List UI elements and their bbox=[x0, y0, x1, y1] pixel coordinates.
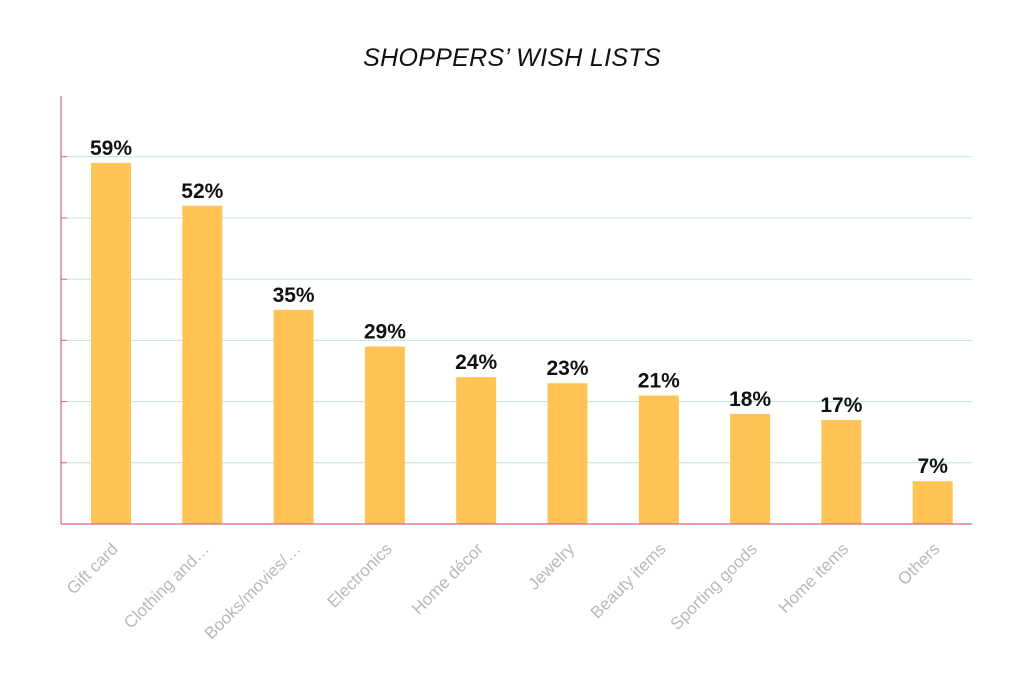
value-labels: 59% 52% 35% 29% 24% 23% 21% 18% 17% 7% bbox=[90, 137, 948, 478]
bar bbox=[91, 162, 131, 525]
bar bbox=[273, 309, 314, 524]
data-label: 59% bbox=[90, 137, 132, 160]
bar bbox=[912, 481, 953, 524]
data-label: 21% bbox=[638, 369, 680, 392]
data-label: 17% bbox=[820, 394, 862, 417]
data-label: 52% bbox=[181, 180, 223, 203]
x-tick-label: Clothing and… bbox=[120, 539, 213, 632]
x-tick-label: Home décor bbox=[408, 539, 487, 618]
bar bbox=[821, 419, 862, 524]
bar bbox=[638, 395, 679, 524]
x-tick-label: Gift card bbox=[63, 539, 122, 598]
x-tick-label: Electronics bbox=[324, 539, 396, 611]
data-label: 29% bbox=[364, 321, 406, 344]
chart-title: SHOPPERS’ WISH LISTS bbox=[363, 44, 661, 72]
data-label: 24% bbox=[455, 351, 497, 374]
data-label: 18% bbox=[729, 388, 771, 411]
data-label: 35% bbox=[273, 284, 315, 307]
bar bbox=[547, 383, 588, 524]
bar bbox=[182, 205, 223, 524]
x-tick-label: Jewelry bbox=[524, 539, 579, 594]
data-label: 23% bbox=[546, 357, 588, 380]
bars bbox=[91, 162, 953, 525]
axes bbox=[60, 96, 972, 525]
bar bbox=[730, 413, 771, 524]
x-tick-label: Beauty items bbox=[587, 539, 670, 622]
bar bbox=[364, 346, 405, 524]
x-tick-label: Books/movies/… bbox=[201, 539, 305, 643]
x-tick-label: Sporting goods bbox=[667, 539, 761, 633]
bar bbox=[456, 377, 497, 524]
x-tick-label: Home items bbox=[775, 539, 853, 617]
x-tick-label: Others bbox=[894, 539, 944, 589]
data-label: 7% bbox=[918, 455, 949, 478]
